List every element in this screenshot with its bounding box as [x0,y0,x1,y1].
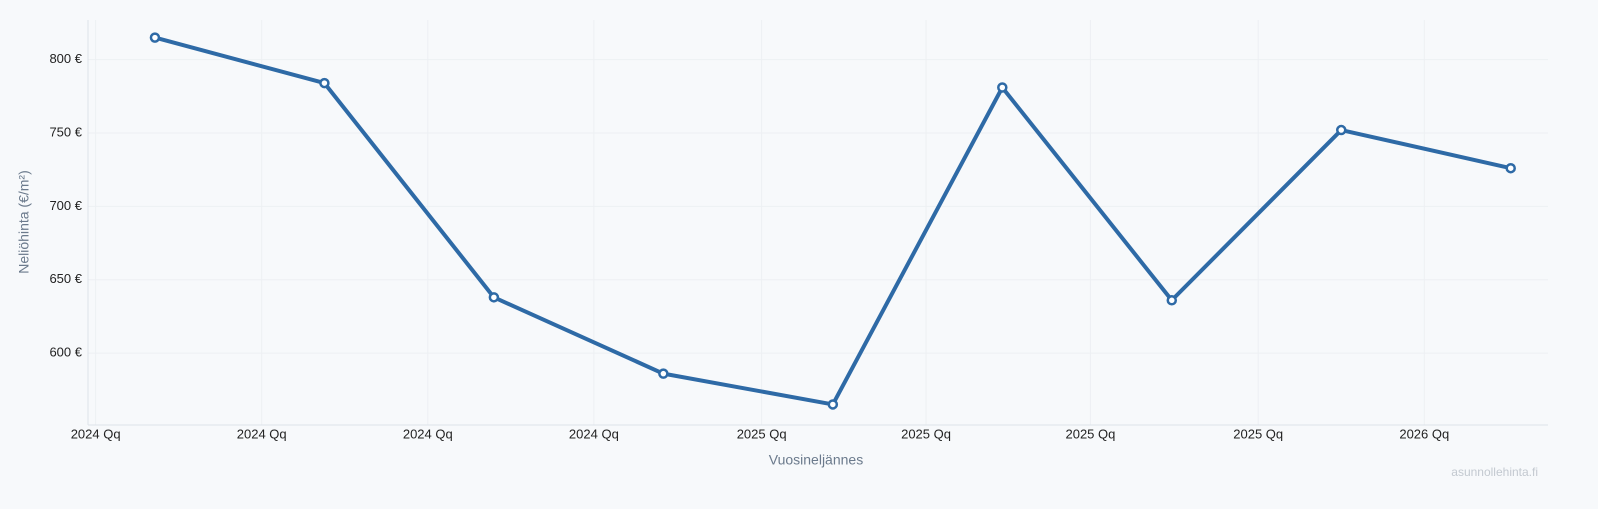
x-tick-label: 2024 Qq [403,426,453,441]
y-tick-label: 700 € [49,198,82,213]
data-point [149,32,161,43]
x-tick-label: 2025 Qq [901,426,951,441]
x-tick-label: 2025 Qq [1233,426,1283,441]
data-point [658,368,669,379]
y-tick-label: 750 € [49,124,82,139]
data-point [827,399,839,410]
watermark: asunnollehinta.fi [1451,465,1538,479]
x-tick-label: 2024 Qq [237,426,287,441]
y-tick-label: 800 € [49,51,82,66]
x-axis-title: Vuosineljännes [769,452,863,468]
x-tick-label: 2024 Qq [71,426,121,441]
y-tick-label: 650 € [49,271,82,286]
x-tick-label: 2025 Qq [1065,426,1115,441]
x-tick-label: 2026 Qq [1399,426,1449,441]
data-point [488,292,500,303]
data-point [1166,295,1178,306]
data-point [997,82,1008,93]
data-point [1335,124,1347,136]
data-point [1505,162,1516,174]
data-point [319,77,330,89]
x-tick-label: 2025 Qq [737,426,787,441]
y-tick-label: 600 € [49,345,82,360]
x-tick-label: 2024 Qq [569,426,619,441]
y-axis-title: Neliöhinta (€/m²) [16,170,32,273]
